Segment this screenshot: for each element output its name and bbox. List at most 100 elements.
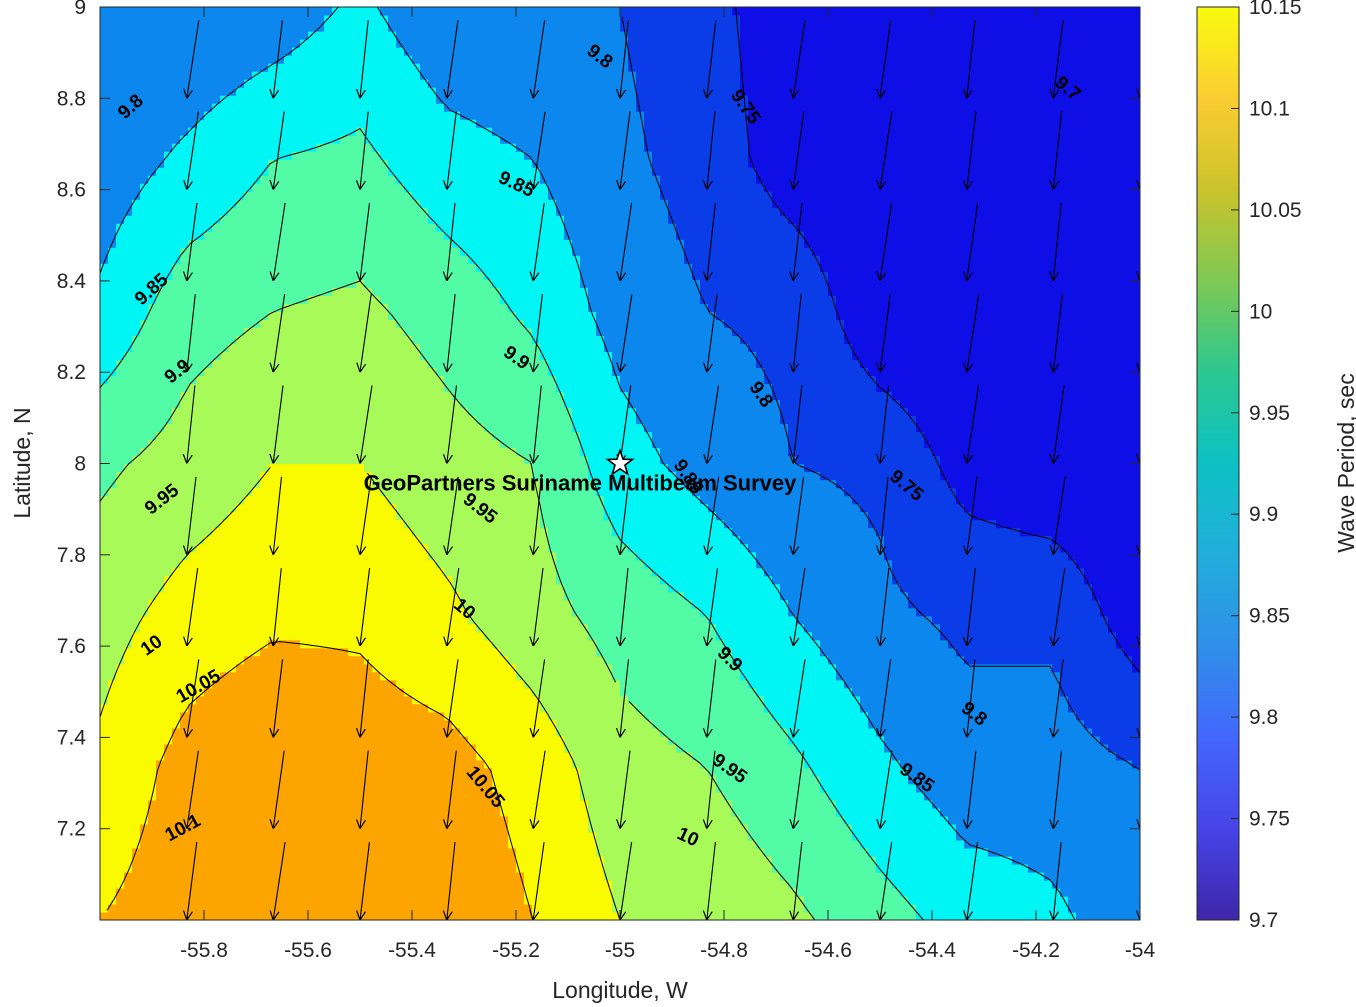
- contour-band-cell: [212, 103, 445, 112]
- wave-arrow: [273, 111, 285, 190]
- contour-band-cell: [908, 775, 1140, 785]
- contour-band-cell: [876, 855, 1013, 865]
- contour-band-cell: [100, 735, 173, 745]
- contour-band-cell: [772, 863, 877, 873]
- contour-band-cell: [100, 479, 117, 489]
- y-tick-label: 7.2: [57, 818, 86, 841]
- contour-band-cell: [660, 191, 773, 200]
- colorbar-tick-label: 10.05: [1249, 199, 1302, 222]
- contour-band-cell: [820, 647, 957, 657]
- contour-band-cell: [348, 647, 501, 657]
- contour-band-cell: [1052, 663, 1133, 673]
- contour-band-cell: [364, 135, 501, 144]
- contour-band-cell: [524, 895, 613, 905]
- contour-band-cell: [868, 847, 989, 857]
- contour-band-cell: [468, 615, 581, 625]
- contour-band-cell: [220, 519, 405, 529]
- contour-band-cell: [524, 879, 613, 889]
- contour-band-cell: [740, 31, 1140, 40]
- contour-band-cell: [1076, 911, 1140, 920]
- contour-band-cell: [540, 519, 613, 529]
- contour-band-cell: [204, 687, 405, 697]
- contour-band-cell: [700, 759, 805, 769]
- contour-band-cell: [100, 95, 221, 104]
- contour-band-cell: [484, 631, 589, 641]
- y-tick-label: 8.2: [57, 361, 86, 384]
- contour-band-cell: [796, 223, 1140, 232]
- contour-band-cell: [300, 639, 493, 649]
- contour-band-cell: [252, 71, 421, 80]
- contour-band-cell: [124, 871, 525, 881]
- contour-band-cell: [100, 663, 117, 673]
- contour-band-cell: [652, 431, 789, 441]
- contour-band-cell: [236, 503, 397, 513]
- contour-band-cell: [564, 223, 677, 232]
- contour-band-cell: [836, 295, 1140, 304]
- contour-band-cell: [852, 823, 957, 833]
- contour-band-cell: [500, 647, 597, 657]
- contour-band-cell: [900, 399, 1140, 409]
- contour-band-cell: [948, 815, 1140, 825]
- contour-band-cell: [740, 663, 837, 673]
- contour-band-cell: [500, 135, 645, 144]
- contour-band-cell: [340, 135, 365, 144]
- contour-band-cell: [1052, 535, 1140, 545]
- contour-band-cell: [356, 279, 365, 288]
- wave-arrow: [447, 750, 457, 829]
- contour-band-cell: [588, 815, 741, 825]
- contour-fills: [100, 7, 1140, 920]
- contour-band-cell: [700, 295, 837, 304]
- wave-arrow: [620, 568, 629, 646]
- wave-arrow: [360, 476, 372, 555]
- contour-band-cell: [116, 479, 261, 489]
- contour-band-cell: [628, 31, 741, 40]
- contour-band-cell: [428, 551, 557, 561]
- wave-arrow: [793, 202, 803, 281]
- contour-band-cell: [596, 839, 757, 849]
- contour-band-cell: [692, 599, 789, 609]
- contour-band-cell: [244, 655, 365, 665]
- wave-arrow: [1140, 0, 1151, 7]
- contour-band-cell: [100, 519, 221, 529]
- contour-band-cell: [596, 479, 685, 489]
- contour-band-cell: [580, 767, 709, 777]
- wave-arrow: [967, 568, 976, 646]
- contour-band-cell: [196, 375, 445, 385]
- contour-band-cell: [588, 471, 677, 481]
- contour-band-cell: [100, 319, 141, 328]
- contour-band-cell: [860, 703, 1069, 713]
- contour-band-cell: [100, 135, 181, 144]
- wave-arrow: [1140, 751, 1151, 829]
- contour-band-cell: [100, 431, 157, 441]
- contour-band-cell: [644, 119, 749, 128]
- contour-band-cell: [732, 7, 1140, 16]
- contour-band-cell: [492, 127, 645, 136]
- contour-band-cell: [572, 751, 693, 761]
- contour-band-cell: [636, 551, 757, 561]
- wave-direction-arrows: [187, 0, 1151, 920]
- contour-band-cell: [100, 831, 141, 841]
- wave-arrow: [1140, 203, 1150, 281]
- contour-band-cell: [436, 559, 557, 569]
- x-tick-label: -55.6: [284, 939, 332, 962]
- contour-band-cell: [748, 111, 1140, 120]
- contour-band-cell: [548, 191, 661, 200]
- contour-band-cell: [596, 327, 733, 336]
- contour-band-cell: [996, 519, 1140, 529]
- contour-band-cell: [100, 191, 141, 200]
- wave-arrow: [533, 659, 546, 737]
- contour-band-cell: [268, 639, 301, 649]
- contour-band-cell: [820, 775, 909, 785]
- contour-band-cell: [428, 543, 549, 553]
- contour-band-cell: [780, 407, 909, 417]
- contour-band-cell: [132, 631, 485, 641]
- contour-band-cell: [748, 127, 1140, 136]
- contour-band-cell: [676, 743, 797, 753]
- contour-band-cell: [124, 647, 261, 657]
- contour-band-cell: [628, 63, 741, 72]
- wave-arrow: [273, 0, 281, 7]
- contour-band-cell: [364, 127, 493, 136]
- contour-band-cell: [556, 383, 621, 393]
- wave-arrow: [360, 111, 369, 190]
- contour-band-cell: [132, 855, 517, 865]
